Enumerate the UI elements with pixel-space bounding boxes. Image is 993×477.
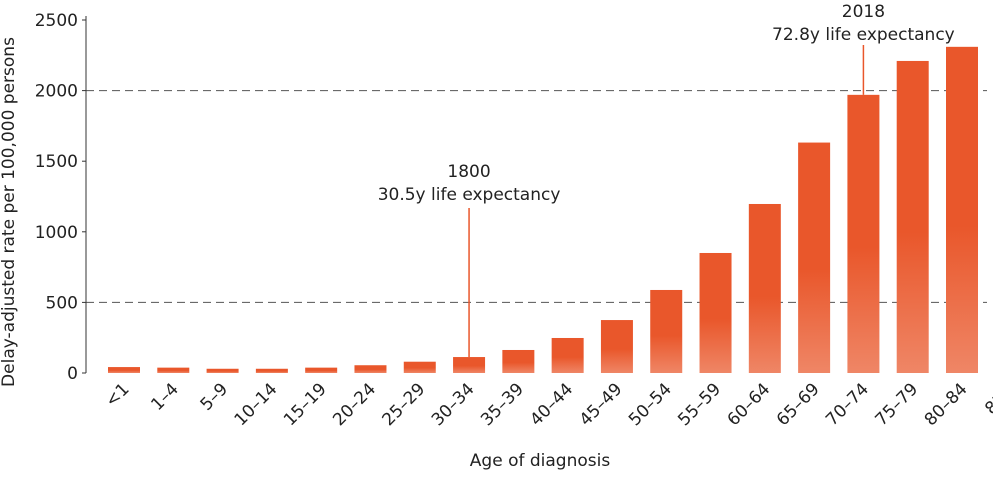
y-tick-label: 1000 [35,223,78,243]
bar [453,357,486,373]
y-tick-label: 500 [46,293,78,313]
x-tick-label: 10–14 [231,379,282,430]
x-tick-label: 25–29 [379,379,430,430]
y-tick-label: 2500 [35,11,78,31]
x-tick-label: 50–54 [625,379,676,430]
bar [847,94,880,373]
bar [157,367,190,373]
x-tick-label: 80–84 [921,379,972,430]
x-axis-title: Age of diagnosis [470,451,611,471]
x-tick-label: 1–4 [147,379,182,414]
bar [798,142,831,373]
x-tick-label: 55–59 [674,379,725,430]
bar [896,60,929,373]
y-tick-label: 0 [67,364,78,384]
x-tick-label: 40–44 [526,379,577,430]
y-tick-label: 1500 [35,152,78,172]
x-tick-label: 30–34 [428,379,479,430]
x-tick-label: 45–49 [576,379,627,430]
bar [354,365,387,373]
x-tick-label: 15–19 [280,379,331,430]
bar [551,337,584,373]
x-tick-label: 65–69 [773,379,824,430]
x-tick-label: 5–9 [197,379,232,414]
y-axis-title: Delay-adjusted rate per 100,000 persons [0,37,19,387]
bar [206,368,239,373]
bar [699,252,732,373]
bar [502,349,535,373]
y-tick-label: 2000 [35,82,78,102]
annotation-text: 72.8y life expectancy [772,25,955,45]
x-tick-label: 20–24 [329,379,380,430]
x-tick-label: <1 [102,379,134,411]
x-tick-label: 60–64 [724,379,775,430]
x-tick-label: 70–74 [822,379,873,430]
bar [403,361,436,373]
bar [600,320,633,373]
bar [305,367,338,373]
annotation-text: 30.5y life expectancy [378,185,561,205]
x-tick-label: 35–39 [477,379,528,430]
x-tick-label: 75–79 [871,379,922,430]
annotation-text: 2018 [842,2,885,22]
bar [108,367,140,373]
x-tick-label: 85+ [981,379,993,419]
bar [946,46,978,373]
bar [650,289,683,373]
bar [748,203,781,373]
annotation-text: 1800 [447,162,490,182]
bar [255,368,288,373]
